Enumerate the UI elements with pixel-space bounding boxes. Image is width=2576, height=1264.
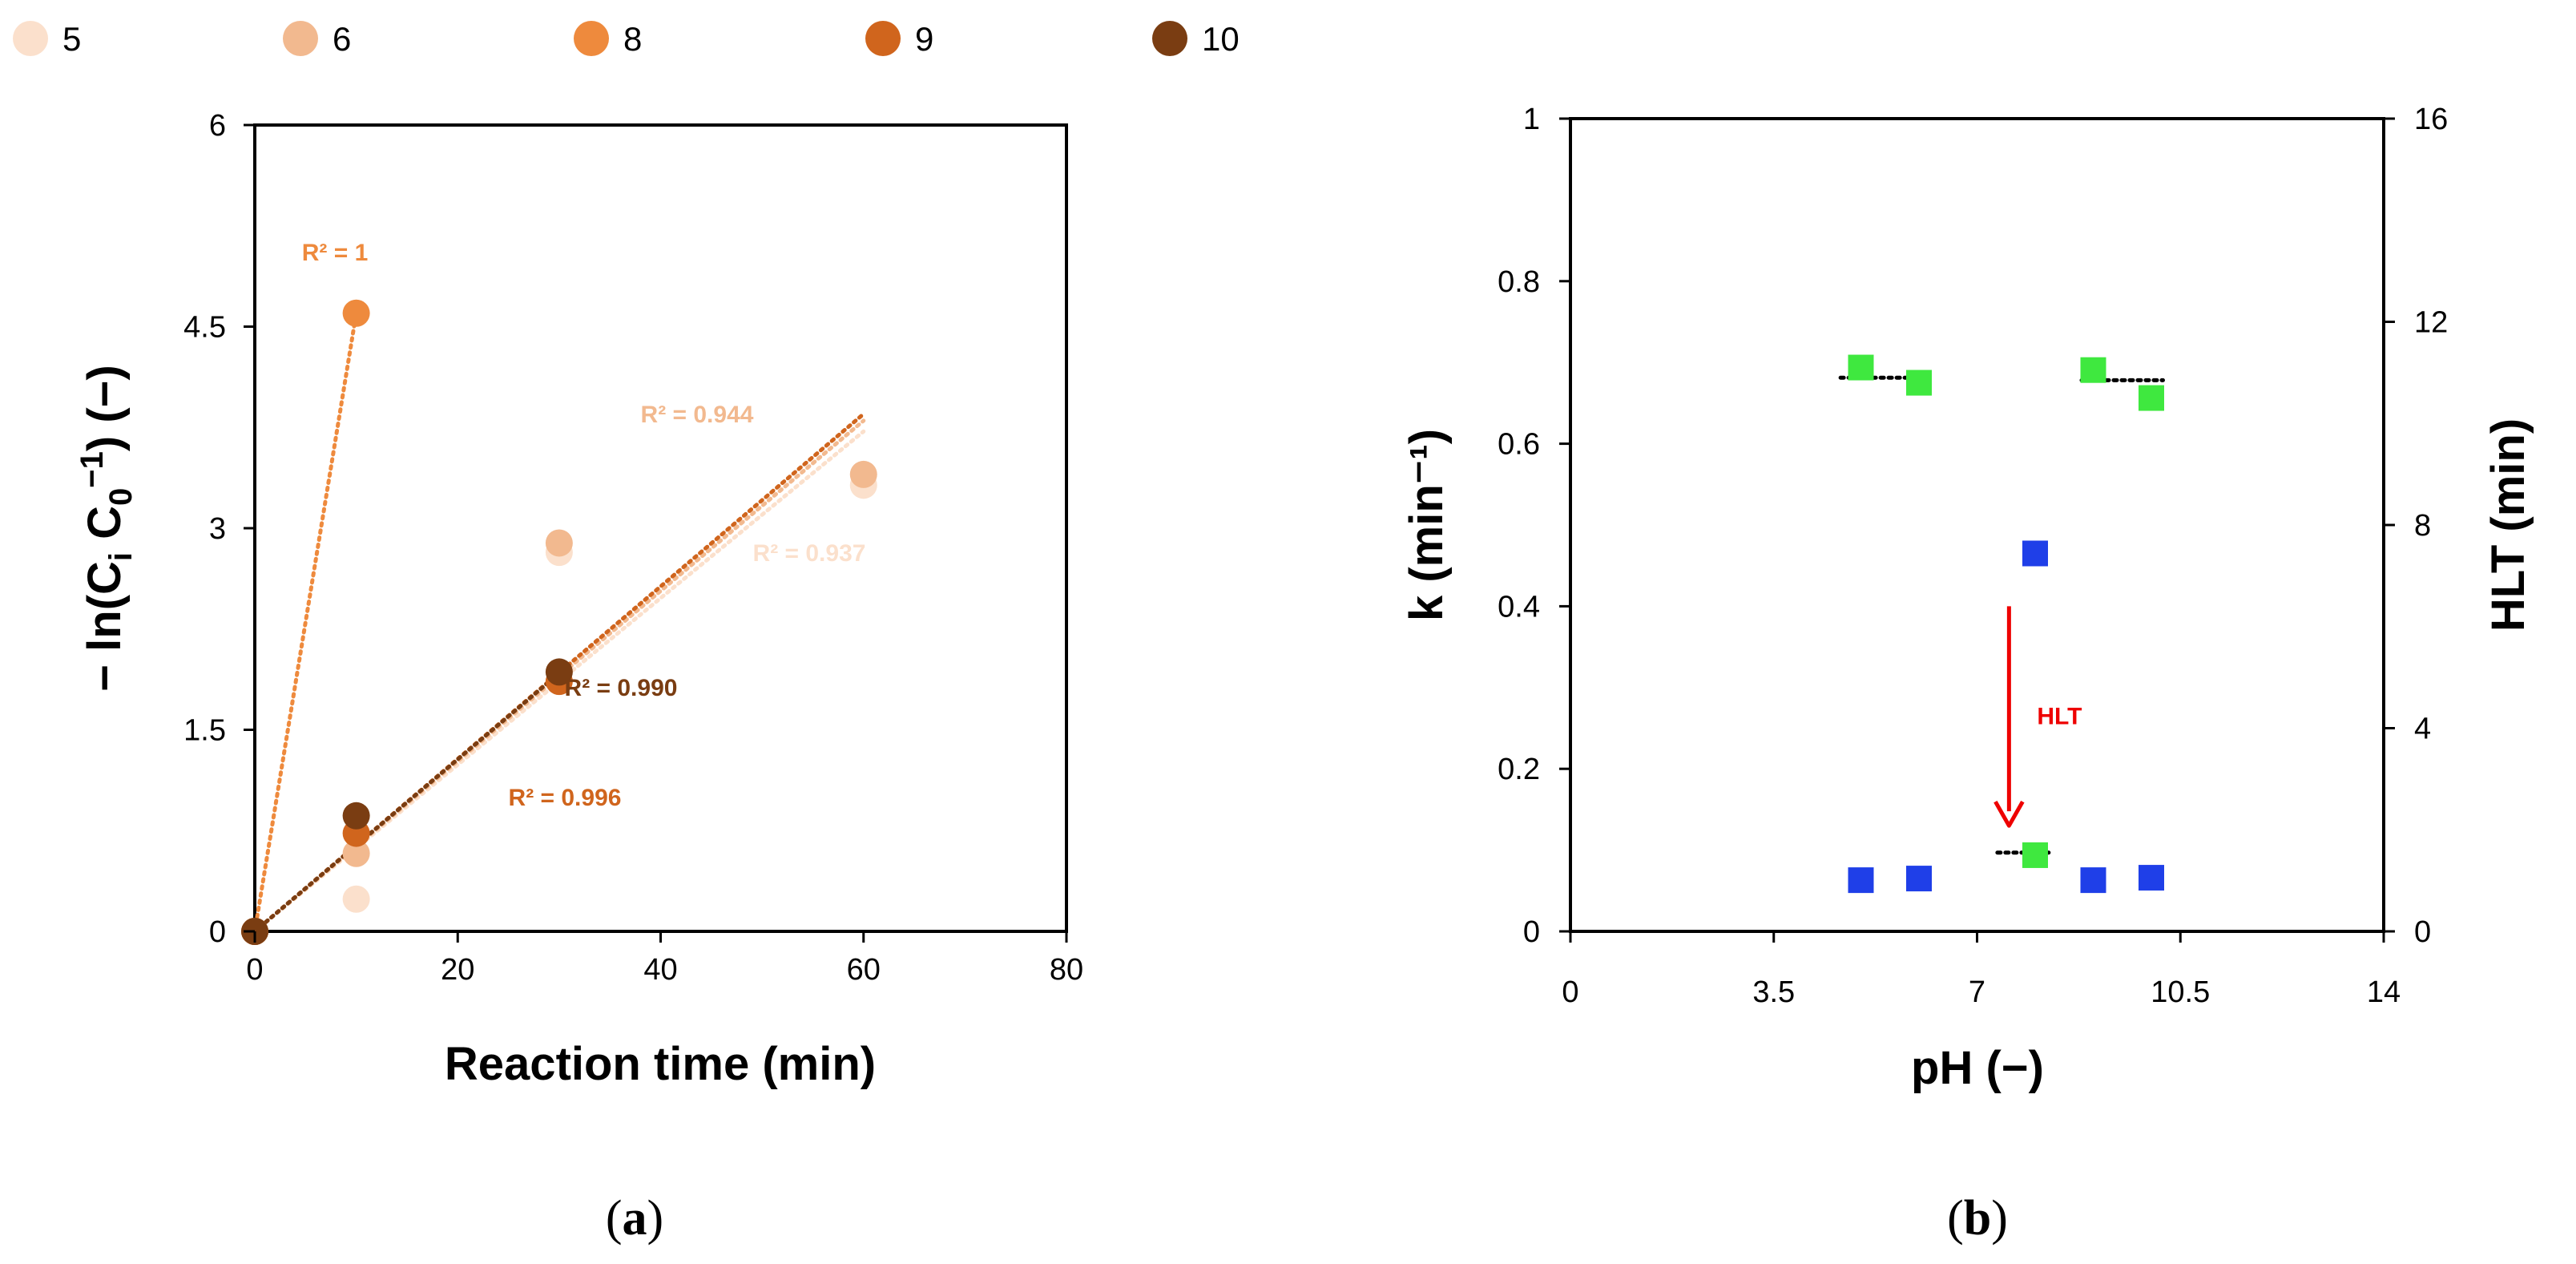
point-10 <box>545 658 573 686</box>
x-tick-label: 7 <box>1969 975 1985 1009</box>
y-tick-label: 0.2 <box>1498 753 1540 786</box>
r2-label-10: R² = 0.990 <box>565 675 678 701</box>
point-5 <box>342 885 370 913</box>
y-tick-label: 0.4 <box>1498 590 1540 624</box>
y-label-sub-i: i <box>103 552 139 561</box>
tick-labels: 0 20 40 60 80 0 1.5 3 4.5 6 <box>183 109 1083 987</box>
plot-frame <box>1569 117 2385 933</box>
legend-label-5: 5 <box>62 20 81 58</box>
data-points <box>1848 354 2164 894</box>
point-6 <box>342 839 370 867</box>
x-tick-label: 0 <box>1562 975 1578 1009</box>
caption-a: (a) <box>606 1191 663 1246</box>
legend-label-8: 8 <box>623 20 642 58</box>
hlt-label: HLT <box>2037 703 2082 729</box>
point-HLT <box>2139 385 2164 411</box>
point-k <box>2139 865 2164 891</box>
point-k <box>1848 867 1874 894</box>
arrow-head <box>1993 800 2025 828</box>
point-HLT <box>1906 370 1932 396</box>
x-axis-label: pH (−) <box>1911 1042 2044 1094</box>
x-axis-label: Reaction time (min) <box>445 1038 876 1090</box>
point-6 <box>545 529 573 557</box>
y-axis-label: − ln(Ci C0−1) (−) <box>75 365 139 692</box>
legend: 5 6 8 9 10 <box>13 20 1240 58</box>
y-label-sup: −1 <box>75 451 110 488</box>
y2-tick-label: 8 <box>2414 509 2431 543</box>
point-HLT <box>2080 357 2106 383</box>
y-tick-label: 0 <box>1523 915 1540 949</box>
x-tick-label: 40 <box>643 953 677 987</box>
y2-tick-label: 16 <box>2414 103 2448 136</box>
y-tick-label: 1.5 <box>183 714 226 748</box>
point-k <box>1906 866 1932 892</box>
legend-marker-6 <box>283 21 318 56</box>
point-HLT <box>1848 354 1874 381</box>
legend-label-6: 6 <box>333 20 351 58</box>
y-axis-label: k (min⁻¹) <box>1401 429 1453 621</box>
r2-labels: R² = 0.937 R² = 0.944 R² = 1 R² = 0.996 R² =… <box>302 240 866 811</box>
legend-marker-8 <box>574 21 609 56</box>
point-8 <box>342 299 370 327</box>
legend-label-10: 10 <box>1202 20 1240 58</box>
y-tick-label: 6 <box>209 109 226 143</box>
hlt-annotation: HLT <box>1993 606 2082 828</box>
x-tick-label: 80 <box>1050 953 1083 987</box>
y-tick-label: 4.5 <box>183 311 226 345</box>
y2-tick-label: 0 <box>2414 915 2431 949</box>
r2-label-5: R² = 0.937 <box>753 540 866 567</box>
x-tick-label: 3.5 <box>1752 975 1795 1009</box>
x-tick-label: 10.5 <box>2151 975 2210 1009</box>
y-axis-label-text: − ln(C <box>79 561 131 692</box>
legend-marker-9 <box>865 21 901 56</box>
tick-labels: 0 3.5 7 10.5 14 0 0.2 0.4 0.6 0.8 1 0 4 8 12 16 <box>1498 103 2448 1009</box>
y-tick-label: 0 <box>209 915 226 949</box>
point-10 <box>342 802 370 830</box>
legend-marker-10 <box>1152 21 1187 56</box>
plot-frame <box>253 123 1068 933</box>
trendline-10 <box>252 671 562 934</box>
point-6 <box>849 460 877 488</box>
y-label-sub-0: 0 <box>103 488 139 506</box>
r2-label-8: R² = 1 <box>302 240 369 266</box>
r2-label-9: R² = 0.996 <box>509 785 622 811</box>
y2-tick-label: 12 <box>2414 306 2448 340</box>
legend-label-9: 9 <box>915 20 933 58</box>
caption-b: (b) <box>1947 1191 2008 1246</box>
point-k <box>2022 540 2048 567</box>
x-tick-label: 0 <box>246 953 263 987</box>
y-tick-label: 1 <box>1523 103 1540 136</box>
y-tick-label: 0.8 <box>1498 265 1540 299</box>
x-tick-label: 14 <box>2367 975 2401 1009</box>
trendline-8 <box>252 311 359 934</box>
data-points <box>241 299 877 945</box>
x-tick-label: 60 <box>847 953 881 987</box>
y-tick-label: 0.6 <box>1498 428 1540 462</box>
y2-axis-label: HLT (min) <box>2482 418 2534 632</box>
point-k <box>2080 867 2106 894</box>
point-HLT <box>2022 842 2048 868</box>
y2-tick-label: 4 <box>2414 713 2431 746</box>
panel-b-chart: 0 3.5 7 10.5 14 0 0.2 0.4 0.6 0.8 1 0 4 8 12 16 HLT pH … <box>1401 103 2534 1246</box>
y-tick-label: 3 <box>209 512 226 546</box>
r2-label-6: R² = 0.944 <box>641 402 754 428</box>
legend-marker-5 <box>13 21 48 56</box>
mean-lines <box>1838 375 2165 855</box>
x-tick-label: 20 <box>441 953 474 987</box>
